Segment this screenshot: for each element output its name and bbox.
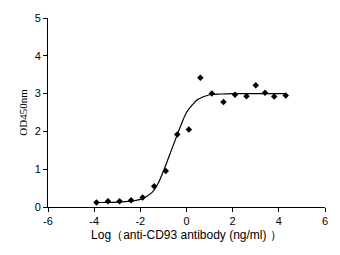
svg-text:-6: -6 bbox=[43, 215, 53, 227]
svg-text:5: 5 bbox=[35, 12, 41, 24]
svg-text:-4: -4 bbox=[89, 215, 99, 227]
svg-text:2: 2 bbox=[230, 215, 236, 227]
svg-text:2: 2 bbox=[35, 125, 41, 137]
svg-text:1: 1 bbox=[35, 163, 41, 175]
svg-text:Log（anti-CD93 antibody (ng/ml): Log（anti-CD93 antibody (ng/ml) ） bbox=[91, 228, 282, 242]
svg-text:4: 4 bbox=[35, 50, 41, 62]
svg-text:6: 6 bbox=[322, 215, 328, 227]
svg-text:OD450nm: OD450nm bbox=[17, 89, 29, 136]
svg-text:0: 0 bbox=[183, 215, 189, 227]
svg-text:0: 0 bbox=[35, 201, 41, 213]
svg-text:-2: -2 bbox=[135, 215, 145, 227]
svg-text:3: 3 bbox=[35, 87, 41, 99]
svg-text:4: 4 bbox=[276, 215, 282, 227]
